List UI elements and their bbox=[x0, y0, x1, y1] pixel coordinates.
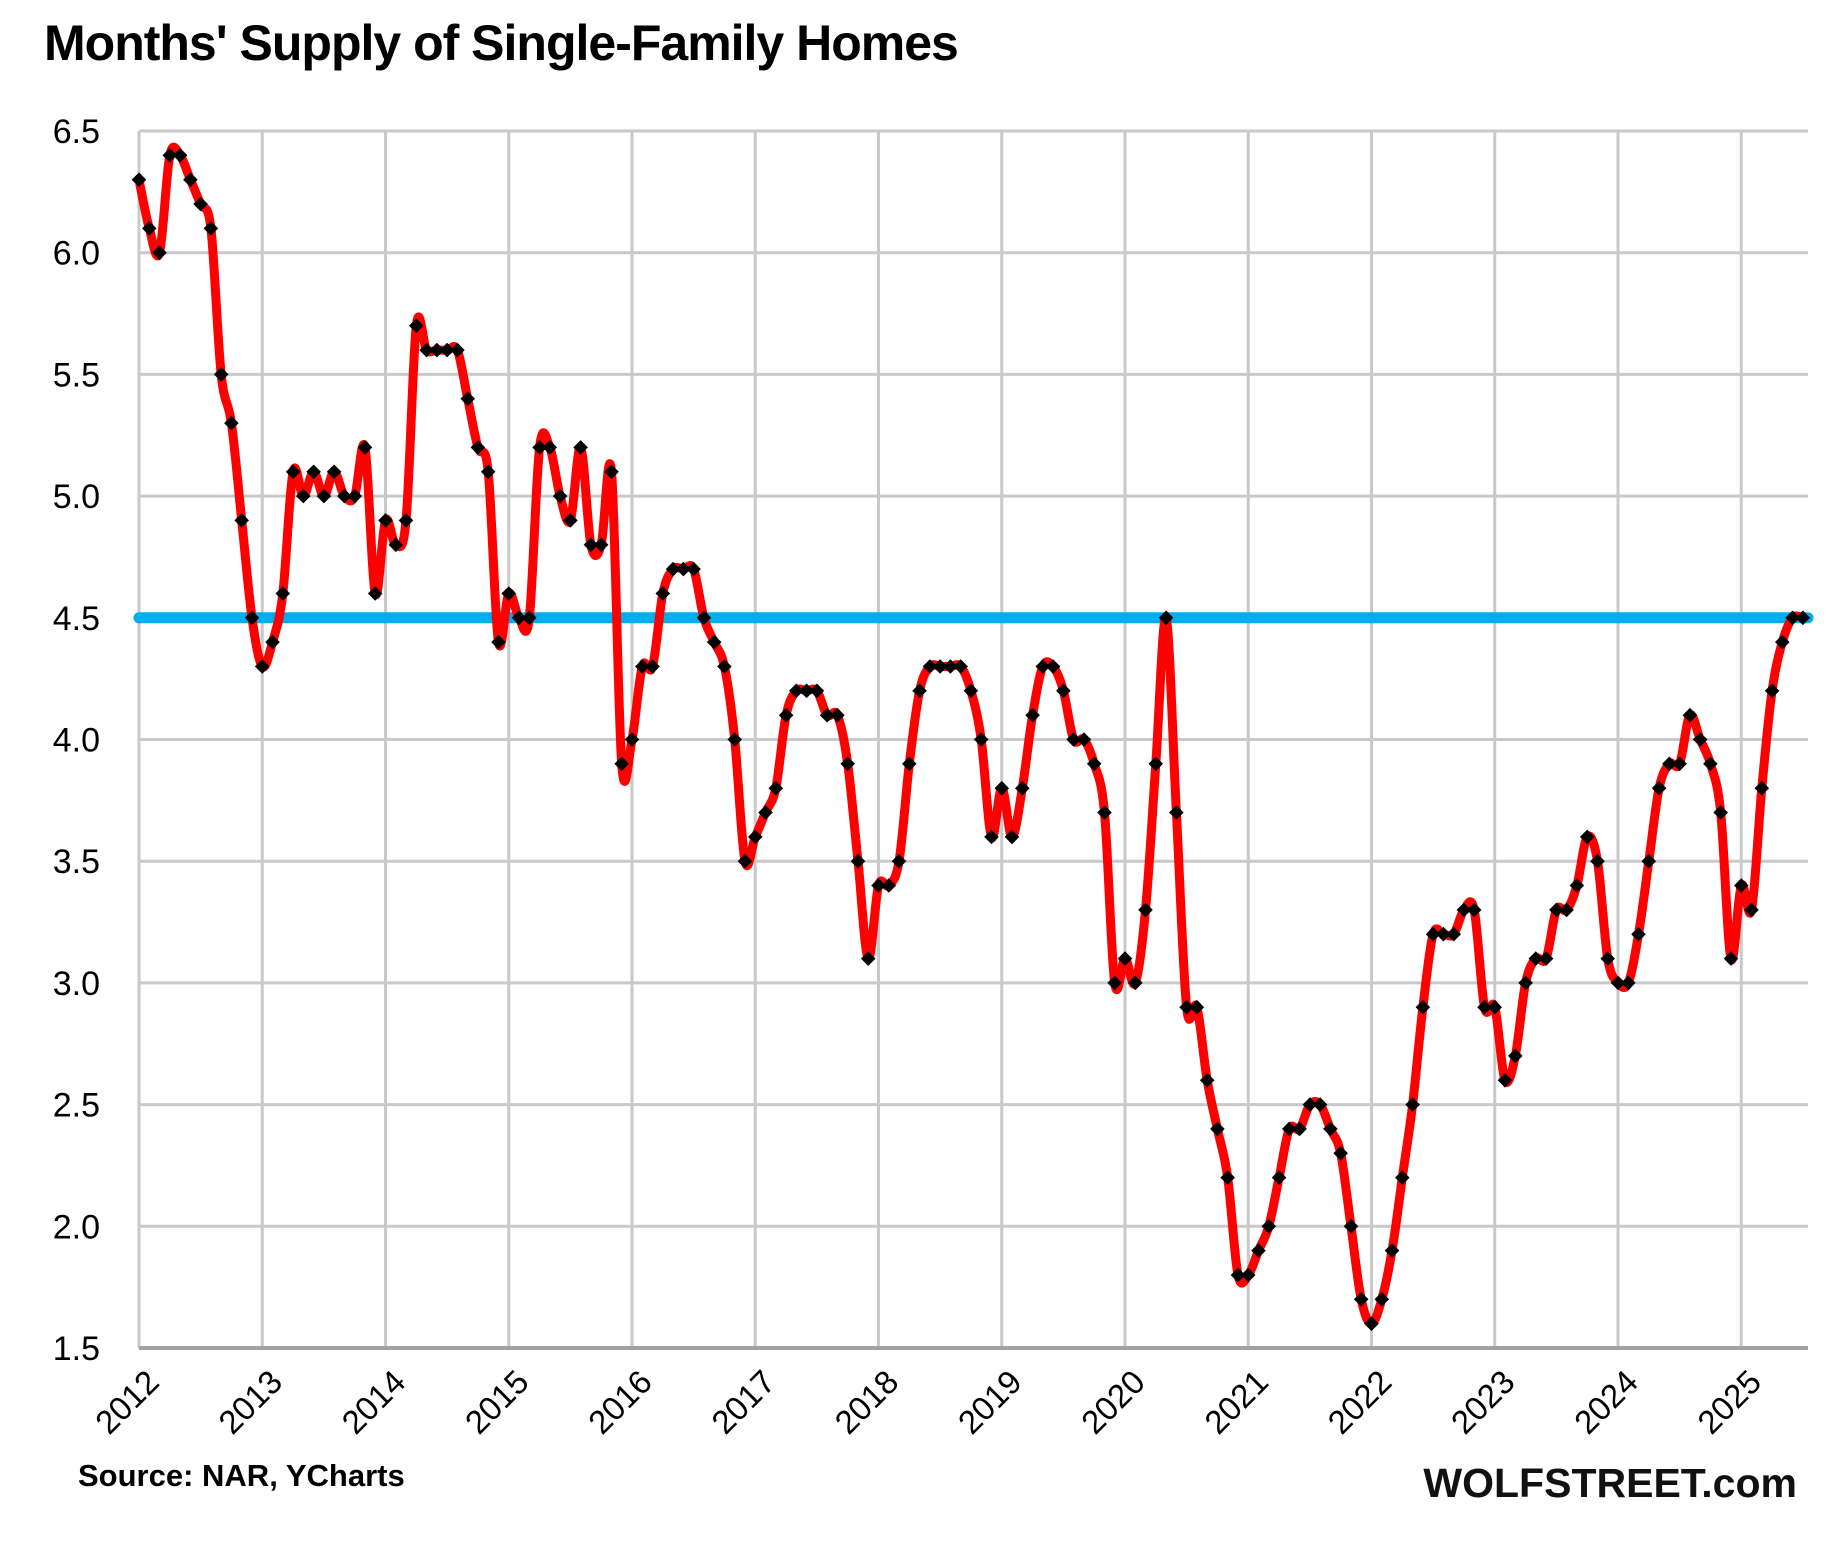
svg-text:2015: 2015 bbox=[458, 1363, 536, 1441]
svg-text:3.5: 3.5 bbox=[53, 843, 100, 881]
x-axis-labels: 2012 2013 2014 2015 2016 2017 2018 2019 2020 2021… bbox=[88, 1363, 1768, 1441]
svg-text:2013: 2013 bbox=[211, 1363, 289, 1441]
svg-text:2025: 2025 bbox=[1690, 1363, 1768, 1441]
svg-text:2.5: 2.5 bbox=[53, 1087, 100, 1125]
svg-text:2012: 2012 bbox=[88, 1363, 166, 1441]
grid bbox=[137, 129, 1808, 1350]
svg-text:2016: 2016 bbox=[581, 1363, 659, 1441]
svg-text:2014: 2014 bbox=[334, 1363, 412, 1441]
y-axis-labels: 6.5 6.0 5.5 5.0 4.5 4.0 3.5 3.0 2.5 2.0 1.5 bbox=[53, 113, 100, 1368]
svg-text:2023: 2023 bbox=[1444, 1363, 1522, 1441]
svg-text:2021: 2021 bbox=[1197, 1363, 1275, 1441]
svg-text:4.0: 4.0 bbox=[53, 722, 100, 760]
svg-text:3.0: 3.0 bbox=[53, 965, 100, 1003]
svg-text:5.0: 5.0 bbox=[53, 478, 100, 516]
svg-text:6.5: 6.5 bbox=[53, 113, 100, 151]
branding: WOLFSTREET.com bbox=[1423, 1460, 1797, 1506]
svg-text:2017: 2017 bbox=[704, 1363, 782, 1441]
svg-text:2022: 2022 bbox=[1320, 1363, 1398, 1441]
svg-text:2024: 2024 bbox=[1567, 1363, 1645, 1441]
svg-text:2018: 2018 bbox=[827, 1363, 905, 1441]
svg-text:2.0: 2.0 bbox=[53, 1208, 100, 1246]
svg-text:2019: 2019 bbox=[951, 1363, 1029, 1441]
svg-text:6.0: 6.0 bbox=[53, 235, 100, 273]
supply-line bbox=[134, 142, 1808, 1329]
svg-text:4.5: 4.5 bbox=[53, 600, 100, 638]
data-point-markers bbox=[131, 148, 1811, 1331]
svg-text:2020: 2020 bbox=[1074, 1363, 1152, 1441]
svg-text:5.5: 5.5 bbox=[53, 356, 100, 394]
svg-text:1.5: 1.5 bbox=[53, 1330, 100, 1368]
chart-title: Months' Supply of Single-Family Homes bbox=[44, 15, 959, 71]
source-note: Source: NAR, YCharts bbox=[78, 1458, 405, 1493]
